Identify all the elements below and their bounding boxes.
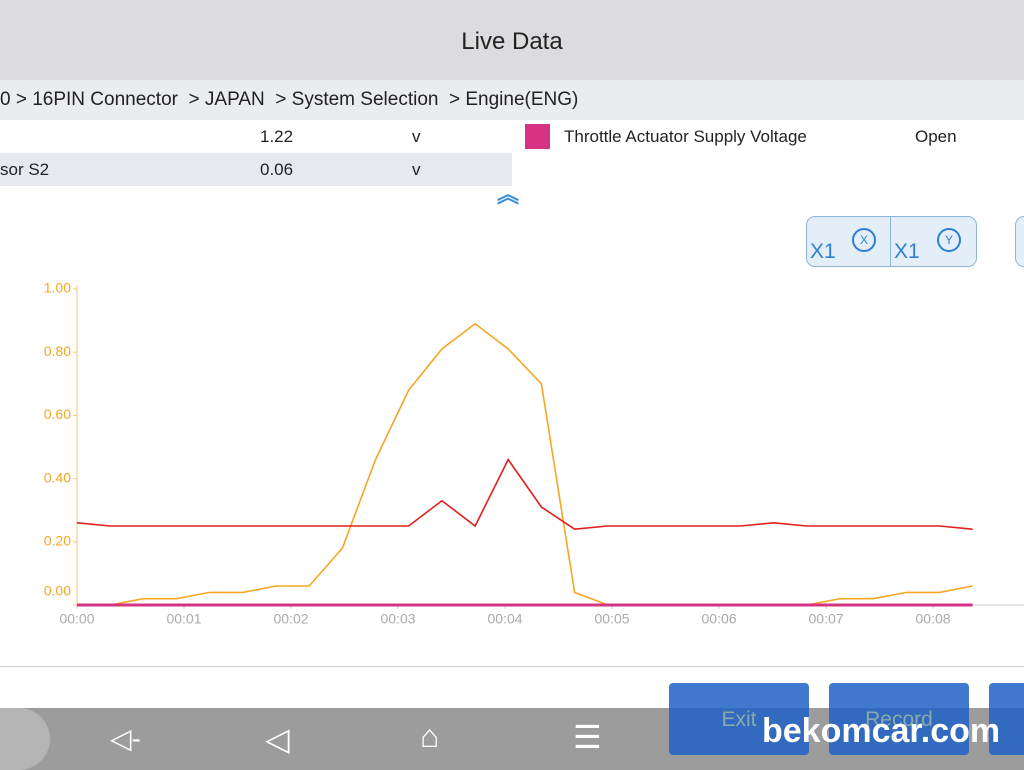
row-name: sor S2 [0,160,50,179]
y-tick-label: 0.60 [44,406,71,422]
collapse-icon[interactable]: ︽ [497,182,520,207]
separator [0,666,1024,667]
legend-status: Open [915,127,957,146]
nav-vol-down[interactable]: ◁- [110,723,141,754]
chart: 0.00 0.20 0.40 0.60 0.80 1.00 00:00 00:01 00:02 0… [44,280,1024,627]
row-unit: v [412,127,421,146]
button-label: Exit [721,708,757,731]
zoom-icon: Y [937,228,961,252]
zoom-x[interactable]: X1 [810,240,836,263]
header [0,0,1024,80]
zoom-y[interactable]: X1 [894,240,920,263]
row-bg [0,153,512,186]
watermark: bekomcar.com [762,712,1001,750]
x-tick-label: 00:06 [702,611,737,627]
y-tick-label: 1.00 [44,280,71,296]
series-line [77,322,973,606]
x-tick-label: 00:03 [380,611,415,627]
button[interactable] [989,683,1024,755]
legend-swatch [525,124,550,149]
y-tick-label: 0.40 [44,469,71,485]
x-tick-label: 00:07 [809,611,844,627]
breadcrumb: 0 > 16PIN Connector > JAPAN > System Sel… [0,89,579,110]
breadcrumb-bar [0,80,1024,120]
x-tick-label: 00:02 [273,611,308,627]
zoom-divider [890,217,891,266]
x-tick-label: 00:04 [487,611,522,627]
button[interactable] [669,683,809,755]
y-tick-label: 0.20 [44,533,71,549]
x-tick-label: 00:08 [916,611,951,627]
x-tick-label: 00:00 [59,611,94,627]
title: Live Data [461,28,563,55]
zoom-icon: X [852,228,876,252]
row-unit: v [412,160,421,179]
nav-home[interactable]: ⌂ [420,718,440,754]
y-tick-label: 0.80 [44,343,71,359]
row-value: 0.06 [260,160,294,179]
nav-back[interactable]: ◁ [265,721,290,757]
x-tick-label: 00:01 [166,611,201,627]
button-label: Record [865,708,933,731]
x-tick-label: 00:05 [595,611,630,627]
legend-label: Throttle Actuator Supply Voltage [564,127,807,146]
row-value: 1.22 [260,127,294,146]
nav-pill [0,708,50,770]
more-button[interactable] [1015,216,1024,267]
series-line [76,458,973,531]
nav-menu[interactable]: ☰ [573,719,602,755]
y-tick-label: 0.00 [44,583,71,599]
button[interactable] [829,683,969,755]
